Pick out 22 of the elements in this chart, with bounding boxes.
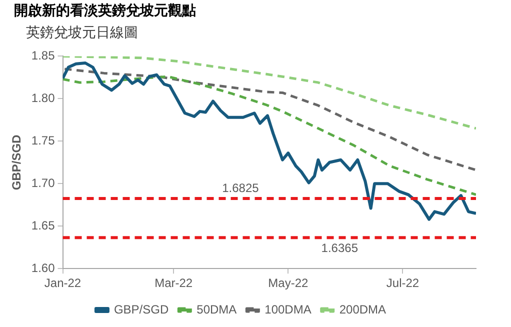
ref-line-label: 1.6365 xyxy=(321,240,358,255)
y-axis-title: GBP/SGD xyxy=(10,134,24,190)
x-tick-label: Jan-22 xyxy=(44,276,82,290)
y-tick-label: 1.60 xyxy=(31,260,56,275)
chart-subtitle: 英鎊兌坡元日線圖 xyxy=(26,24,138,42)
chart-title: 開啟新的看淡英鎊兌坡元觀點 xyxy=(14,2,196,20)
legend-label: 50DMA xyxy=(196,302,237,316)
y-tick-label: 1.70 xyxy=(31,176,56,190)
legend-label: GBP/SGD xyxy=(114,302,169,316)
line-series xyxy=(62,75,476,196)
x-tick-label: Mar-22 xyxy=(154,276,193,290)
ref-line-label: 1.6825 xyxy=(222,180,260,195)
legend-label: 100DMA xyxy=(264,302,312,316)
line-series xyxy=(63,68,476,172)
y-tick-label: 1.85 xyxy=(31,48,56,63)
y-tick-label: 1.65 xyxy=(31,218,56,232)
legend-label: 200DMA xyxy=(339,302,386,316)
x-tick-label: Jul-22 xyxy=(386,276,420,290)
x-tick-label: May-22 xyxy=(268,276,308,290)
line-series xyxy=(62,56,476,130)
y-tick-label: 1.75 xyxy=(31,133,56,148)
y-tick-label: 1.80 xyxy=(31,90,56,105)
